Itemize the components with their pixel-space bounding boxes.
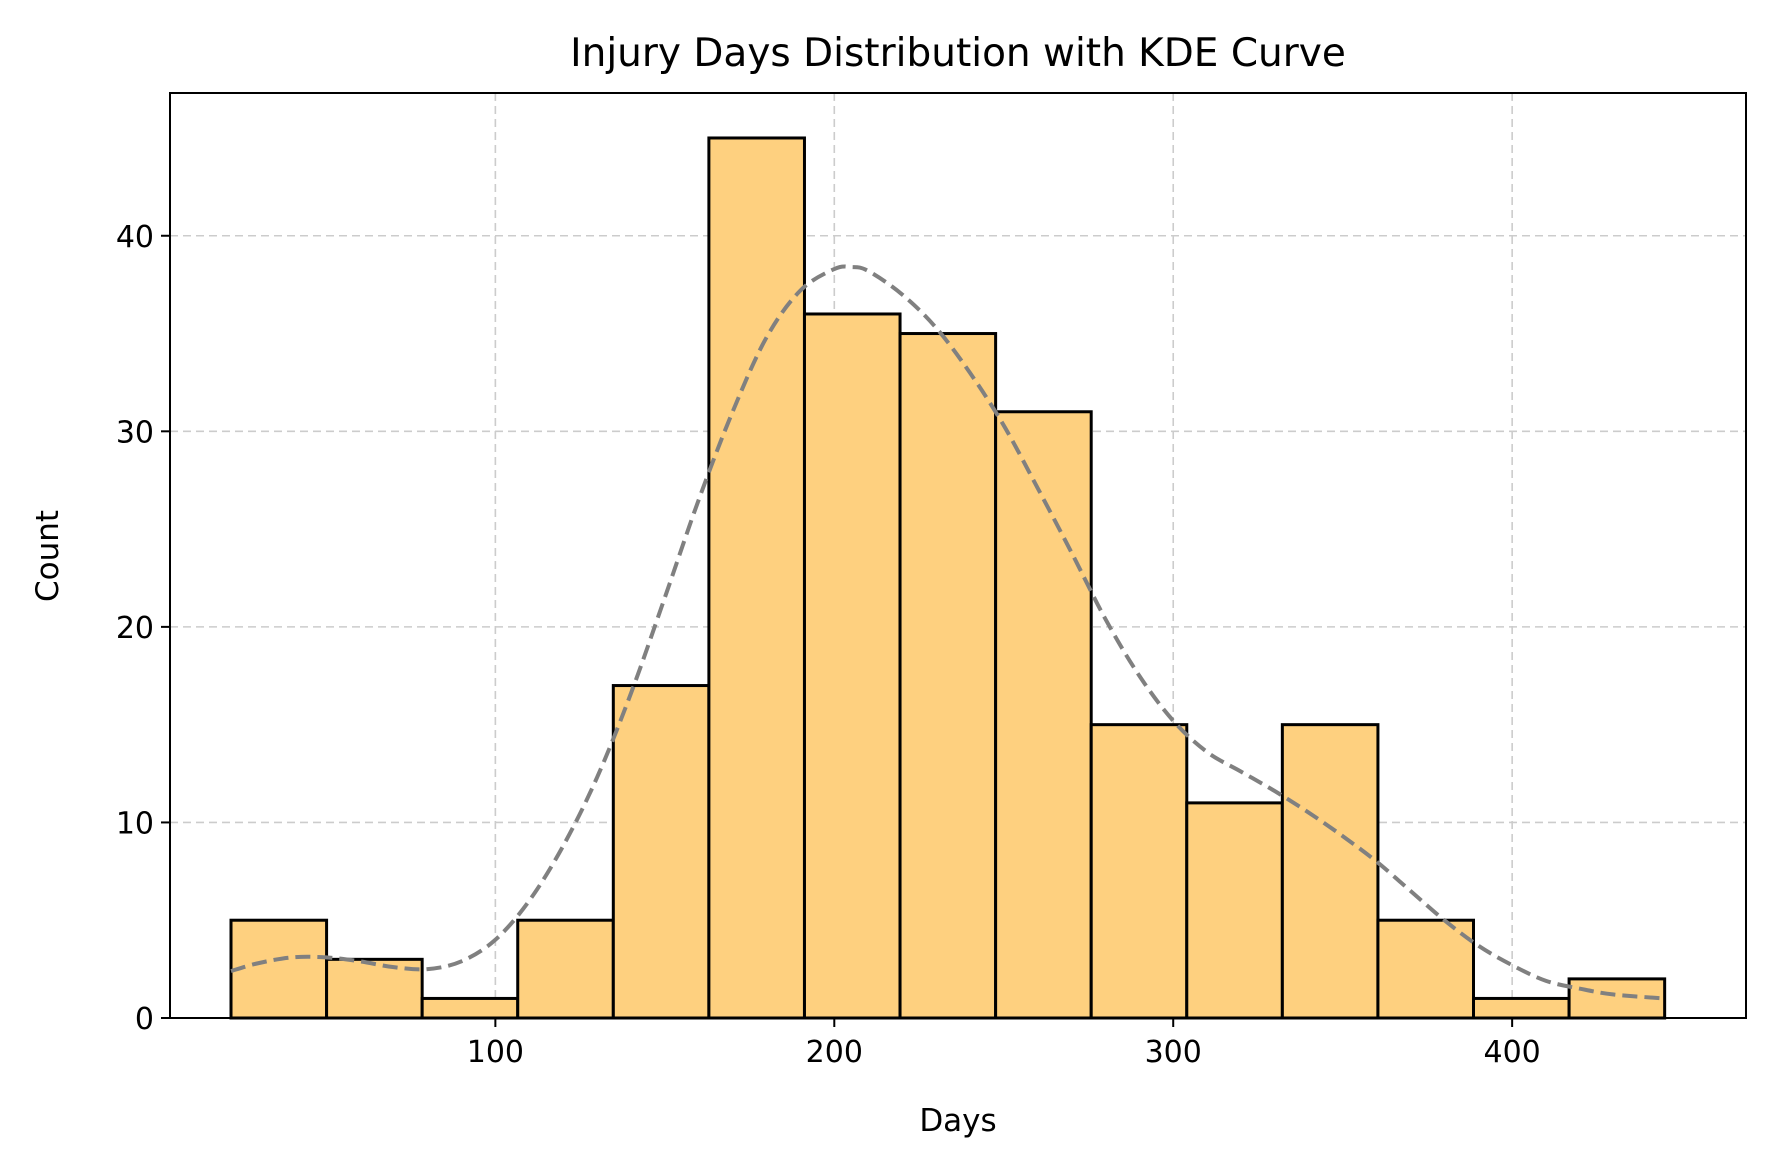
y-tick-label-30: 30	[116, 415, 154, 450]
x-axis-label: Days	[919, 1103, 996, 1139]
axis-ticks: 100 200 300 400 0 10 20 30 40	[116, 220, 1541, 1070]
y-axis-label: Count	[30, 510, 66, 602]
x-tick-label-200: 200	[806, 1035, 863, 1070]
kde-curve	[230, 264, 1665, 1001]
histogram-bar-9	[994, 410, 1093, 1020]
y-tick-label-20: 20	[116, 611, 154, 646]
x-tick-label-100: 100	[467, 1035, 524, 1070]
histogram-bar-6	[707, 136, 806, 1020]
histogram-bar-11	[1185, 801, 1284, 1020]
histogram-bars	[229, 136, 1667, 1020]
histogram-bar-7	[802, 312, 902, 1020]
histogram-bar-1	[229, 918, 329, 1020]
x-tick-label-400: 400	[1484, 1035, 1541, 1070]
histogram-bar-5	[611, 684, 711, 1020]
chart-title: Injury Days Distribution with KDE Curve	[570, 31, 1346, 76]
histogram-bar-4	[516, 918, 615, 1020]
y-tick-label-0: 0	[135, 1002, 154, 1037]
y-tick-label-40: 40	[116, 220, 154, 255]
histogram-bar-14	[1472, 996, 1571, 1020]
histogram-bar-12	[1280, 723, 1380, 1020]
histogram-bar-10	[1089, 723, 1189, 1020]
plot-frame	[169, 92, 1747, 1019]
histogram-bar-13	[1376, 918, 1476, 1020]
histogram-bar-3	[420, 996, 520, 1020]
y-tick-label-10: 10	[116, 806, 154, 841]
histogram-bar-8	[898, 332, 998, 1020]
x-tick-label-300: 300	[1145, 1035, 1202, 1070]
